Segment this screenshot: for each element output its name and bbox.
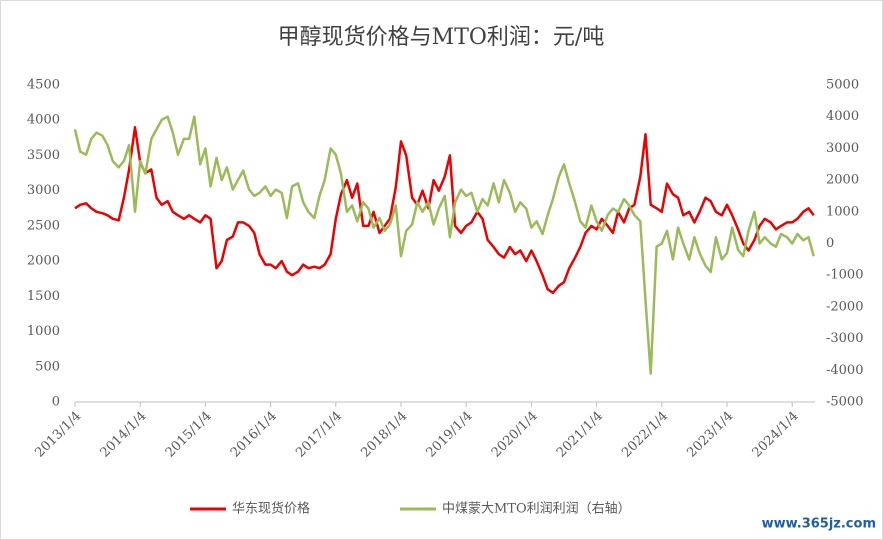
y2-tick-label: 1000: [826, 204, 859, 219]
y2-tick-label: 5000: [826, 78, 859, 93]
y-tick-label: 500: [35, 359, 60, 374]
y-tick-label: 4000: [27, 113, 60, 128]
series-line: [74, 126, 815, 295]
y-tick-label: 4500: [27, 78, 60, 93]
y-tick-label: 0: [52, 395, 60, 410]
y2-tick-label: -2000: [826, 299, 863, 314]
y2-tick-label: 0: [826, 236, 834, 251]
y2-tick-label: -5000: [826, 395, 863, 410]
y2-tick-label: -3000: [826, 331, 863, 346]
y-tick-label: 1000: [27, 324, 60, 339]
y2-tick-label: -1000: [826, 268, 863, 283]
y2-tick-label: -4000: [826, 363, 863, 378]
series-line: [73, 115, 815, 375]
y-tick-label: 3500: [27, 148, 60, 163]
legend-label: 华东现货价格: [232, 501, 310, 517]
legend-label: 中煤蒙大MTO利润利润（右轴）: [442, 502, 631, 517]
y-tick-label: 1500: [27, 289, 60, 304]
watermark: www.365jz.com: [762, 517, 876, 532]
y2-tick-label: 3000: [826, 141, 859, 156]
y-tick-label: 3000: [27, 183, 60, 198]
y2-tick-label: 2000: [826, 173, 859, 188]
y-tick-label: 2000: [27, 254, 60, 269]
chart-title: 甲醇现货价格与MTO利润：元/吨: [278, 25, 605, 50]
y-tick-label: 2500: [27, 218, 60, 233]
y2-tick-label: 4000: [826, 109, 859, 124]
